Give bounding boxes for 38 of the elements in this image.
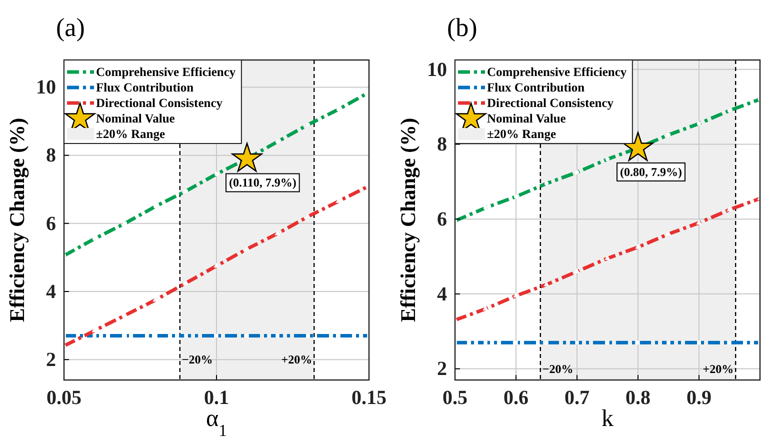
x-axis-title: k	[602, 406, 614, 432]
y-tick-label: 6	[437, 208, 447, 230]
legend-label: Flux Contribution	[487, 80, 585, 94]
chart-title: (a)	[56, 13, 85, 42]
x-tick-label: 0.9	[686, 387, 712, 410]
legend-label: Comprehensive Efficiency	[487, 65, 628, 79]
y-tick-label: 8	[46, 144, 56, 167]
legend-label: Comprehensive Efficiency	[96, 65, 236, 79]
legend-label: Nominal Value	[487, 112, 566, 126]
y-tick-label: 10	[36, 76, 56, 99]
x-tick-label: 0.05	[46, 387, 82, 410]
annotation: −20%	[182, 352, 213, 367]
x-tick-label: 0.5	[442, 387, 468, 410]
y-tick-label: 4	[437, 283, 447, 306]
annotation: +20%	[702, 362, 734, 376]
band-label: ±20% Range	[96, 127, 166, 141]
y-tick-label: 4	[46, 280, 56, 303]
legend-label: Nominal Value	[96, 112, 176, 126]
annotation: (0.80, 7.9%)	[620, 164, 682, 179]
y-axis-title: Efficiency Change (%)	[5, 118, 29, 322]
x-tick-label: 0.7	[564, 387, 590, 410]
legend-label: Flux Contribution	[96, 80, 194, 94]
band-label: ±20% Range	[487, 127, 556, 141]
x-tick-label: 0.8	[626, 387, 650, 410]
annotation: (0.110, 7.9%)	[229, 176, 296, 190]
y-tick-label: 10	[427, 58, 447, 81]
annotation: −20%	[542, 362, 574, 376]
chart-title: (b)	[447, 13, 478, 42]
legend-label: Directional Consistency	[96, 96, 224, 110]
x-tick-label: 0.6	[504, 387, 528, 410]
y-axis-title: Efficiency Change (%)	[396, 118, 420, 322]
legend-label: Directional Consistency	[487, 96, 614, 110]
y-tick-label: 2	[46, 348, 56, 371]
x-tick-label: 0.15	[352, 387, 386, 410]
y-tick-label: 8	[437, 134, 447, 156]
annotation: +20%	[281, 352, 312, 367]
y-tick-label: 2	[437, 358, 447, 380]
y-tick-label: 6	[46, 212, 56, 235]
